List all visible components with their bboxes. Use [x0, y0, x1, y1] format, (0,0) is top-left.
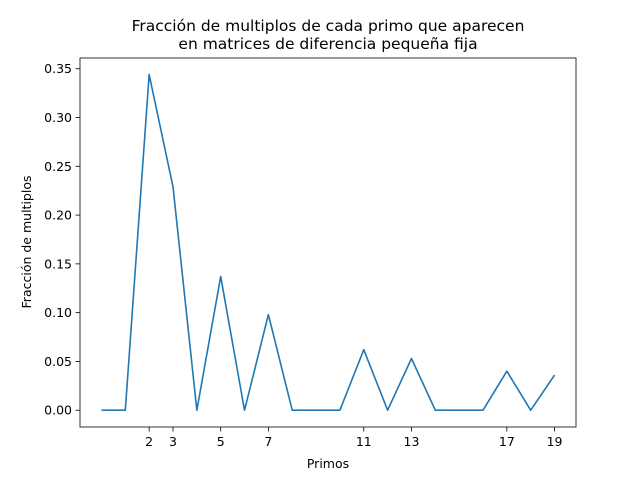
x-tick-label: 2	[145, 434, 153, 449]
series-line	[101, 73, 556, 412]
x-tick-label: 5	[217, 434, 225, 449]
y-tick-label: 0.30	[44, 110, 72, 125]
plot-area-frame	[79, 57, 577, 428]
chart-title-line-2: en matrices de diferencia pequeña fija	[178, 35, 477, 53]
y-axis: 0.00 0.05 0.10 0.15 0.20 0.25 0.30 0.35	[44, 61, 80, 418]
x-axis-label: Primos	[307, 456, 349, 471]
y-tick-label: 0.00	[44, 403, 72, 418]
y-tick-label: 0.15	[44, 256, 72, 271]
x-axis: 2 3 5 7 11 13 17 19	[145, 427, 563, 449]
y-tick-label: 0.05	[44, 354, 72, 369]
x-tick-label: 17	[499, 434, 515, 449]
x-tick-label: 13	[404, 434, 420, 449]
y-tick-label: 0.25	[44, 159, 72, 174]
x-tick-label: 11	[356, 434, 372, 449]
y-axis-label: Fracción de multiplos	[19, 176, 34, 309]
x-tick-label: 7	[264, 434, 272, 449]
y-tick-label: 0.20	[44, 208, 72, 223]
x-tick-label: 3	[169, 434, 177, 449]
y-tick-label: 0.35	[44, 61, 72, 76]
chart-title-line-1: Fracción de multiplos de cada primo que …	[132, 17, 525, 35]
y-tick-label: 0.10	[44, 305, 72, 320]
x-tick-label: 19	[547, 434, 563, 449]
